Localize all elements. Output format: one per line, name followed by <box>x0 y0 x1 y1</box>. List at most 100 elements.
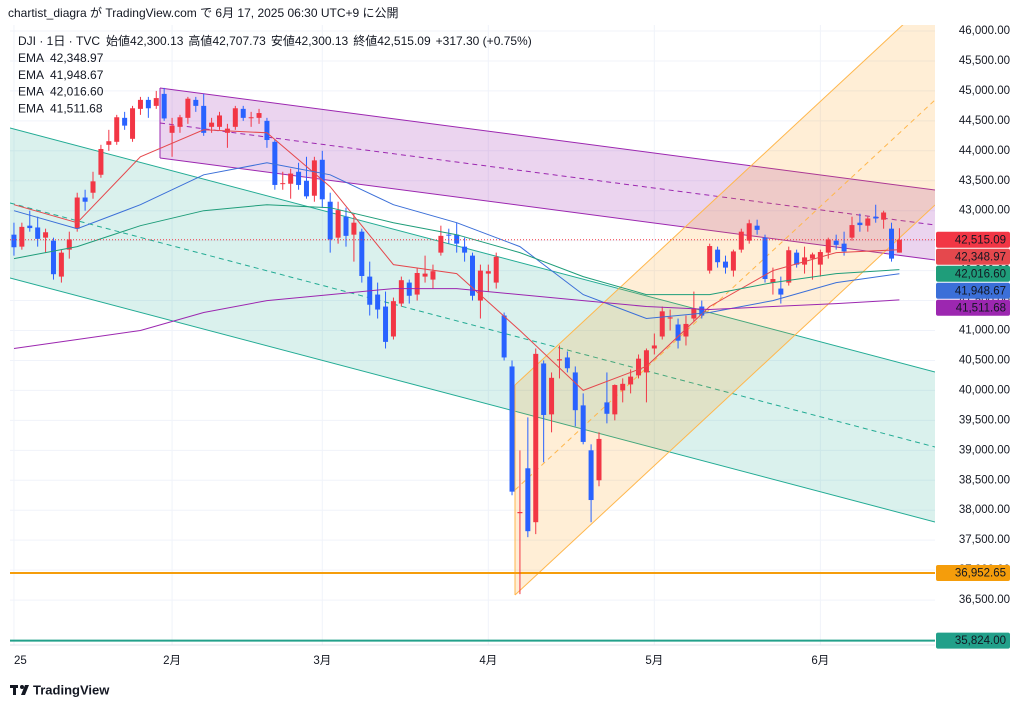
candle-body <box>857 222 863 226</box>
candle-body <box>303 180 309 197</box>
candle-body <box>889 228 895 259</box>
y-tick-label: 43,000.00 <box>959 205 1010 217</box>
candle-body <box>27 225 33 229</box>
price-tag-label: 41,511.68 <box>956 302 1006 314</box>
y-tick-label: 45,000.00 <box>959 85 1010 97</box>
legend-text: +317.30 (+0.75%) <box>436 34 532 48</box>
y-tick-label: 40,000.00 <box>959 384 1010 396</box>
candle-body <box>833 240 839 245</box>
candle-body <box>343 216 349 236</box>
ema-line <box>13 288 900 349</box>
candle-body <box>754 225 760 230</box>
x-tick-label: 5月 <box>645 655 663 667</box>
price-tag-label: 42,515.09 <box>955 234 1006 246</box>
candle-body <box>209 122 215 127</box>
logo-icon <box>21 685 29 695</box>
candle-body <box>707 246 713 271</box>
y-tick-label: 39,000.00 <box>959 444 1010 456</box>
purple-channel-edge <box>159 87 935 191</box>
candle-body <box>335 210 341 238</box>
teal-channel-edge <box>10 127 935 373</box>
price-tag <box>936 564 1010 581</box>
candle-body <box>770 278 776 283</box>
candle-body <box>541 363 547 415</box>
candle-body <box>296 171 302 185</box>
candle-body <box>201 105 207 133</box>
candle-body <box>596 438 602 481</box>
legend-text: 始値 <box>106 33 130 48</box>
candle-body <box>509 366 515 492</box>
candle-body <box>153 98 159 106</box>
candle-body <box>873 216 879 219</box>
candle-body <box>106 141 112 145</box>
x-tick-label: 2月 <box>163 655 181 667</box>
candle-body <box>691 308 697 319</box>
candle-body <box>311 160 317 196</box>
y-tick-label: 36,500.00 <box>959 594 1010 606</box>
candle-body <box>470 255 475 296</box>
candle-body <box>35 227 41 239</box>
logo: TradingView <box>10 682 110 697</box>
candle-body <box>406 282 412 296</box>
price-tag <box>936 632 1010 649</box>
candle-body <box>628 376 634 385</box>
price-tag-label: 42,348.97 <box>955 251 1006 263</box>
candle-body <box>50 240 56 275</box>
x-tick-label: 25 <box>14 655 27 667</box>
legend-value: 42,348.97 <box>50 51 104 65</box>
candle-body <box>383 306 389 342</box>
candle-body <box>549 377 555 415</box>
legend-text: 42,515.09 <box>377 34 431 48</box>
legend-name: EMA <box>18 68 44 82</box>
logo-icon <box>13 685 16 695</box>
legend-value: 41,948.67 <box>50 68 104 82</box>
candle-body <box>809 254 815 259</box>
orange-channel-edge <box>514 204 935 596</box>
candle-body <box>90 181 96 193</box>
y-tick-label: 38,000.00 <box>959 504 1010 516</box>
candle-body <box>193 99 199 106</box>
price-tag-label: 42,016.60 <box>955 268 1006 280</box>
candle-body <box>620 383 626 391</box>
candle-body <box>738 231 744 250</box>
candle-body <box>430 271 436 280</box>
candle-body <box>66 239 72 250</box>
candle-body <box>248 117 254 119</box>
candle-body <box>612 385 618 415</box>
candle-body <box>636 358 642 376</box>
candle-body <box>161 93 167 119</box>
publisher: chartist_diagra が TradingView.com で 6月 1… <box>8 5 399 20</box>
candle-body <box>580 405 586 442</box>
ema-line <box>13 129 900 391</box>
price-tag-label: 35,824.00 <box>955 635 1006 647</box>
teal-channel-mid <box>10 202 935 448</box>
candle-body <box>19 226 25 247</box>
candle-body <box>485 271 491 274</box>
x-tick-label: 4月 <box>479 655 497 667</box>
candle-body <box>58 252 64 277</box>
candle-body <box>699 306 705 316</box>
candle-body <box>572 372 578 411</box>
candle-body <box>232 108 238 127</box>
teal-channel-edge <box>10 277 935 523</box>
candle-body <box>462 246 468 253</box>
legend-name: EMA <box>18 85 44 99</box>
price-tag <box>936 231 1010 248</box>
legend-text: 42,300.13 <box>130 34 184 48</box>
series <box>10 87 935 642</box>
candle-body <box>82 197 88 202</box>
y-tick-label: 40,500.00 <box>959 354 1010 366</box>
candle-body <box>667 317 673 319</box>
candle-body <box>43 232 49 238</box>
candle-body <box>477 270 483 301</box>
candle-body <box>375 294 381 310</box>
x-tick-label: 3月 <box>313 655 331 667</box>
candle-body <box>501 315 507 358</box>
candle-body <box>533 353 539 523</box>
legend-text: DJI · 1日 · TVC <box>18 34 100 48</box>
candle-body <box>240 108 246 118</box>
y-tick-label: 44,000.00 <box>959 145 1010 157</box>
candle-body <box>517 512 523 514</box>
candle-body <box>11 234 17 248</box>
y-tick-label: 45,500.00 <box>959 55 1010 67</box>
